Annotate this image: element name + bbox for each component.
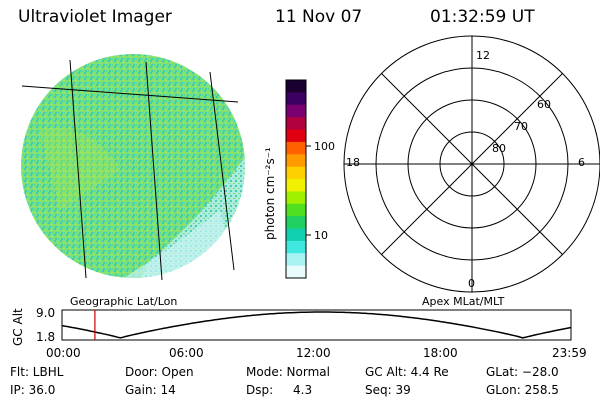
colorbar-tick-label-10: 10 <box>314 229 328 242</box>
geo-grid-lines <box>21 59 239 281</box>
colorbar-segment <box>286 129 306 143</box>
altitude-xtick-1800: 18:00 <box>423 346 458 360</box>
colorbar-segment <box>286 240 306 254</box>
colorbar-segment <box>286 117 306 131</box>
colorbar-segment <box>286 216 306 230</box>
colorbar-segment <box>286 154 306 168</box>
colorbar-segment <box>286 179 306 192</box>
altitude-xtick-2359: 23:59 <box>552 346 587 360</box>
altitude-ylabel: GC Alt <box>11 308 25 346</box>
mlt-label-12: 12 <box>476 49 490 62</box>
colorbar-frame <box>285 79 307 279</box>
colorbar-segment <box>286 253 306 267</box>
mlt-label-6: 6 <box>578 156 585 169</box>
altitude-xtick-0600: 06:00 <box>169 346 204 360</box>
colorbar-segment <box>286 203 306 217</box>
colorbar <box>286 80 306 279</box>
status-dsp-value: 4.3 <box>293 383 313 397</box>
colorbar-segment <box>286 141 306 155</box>
status-filter: Flt: LBHL <box>10 365 64 379</box>
altitude-xtick-1200: 12:00 <box>296 346 331 360</box>
mlat-label-60: 60 <box>537 98 551 111</box>
polar-grid <box>343 35 600 293</box>
altitude-xtick-0000: 00:00 <box>46 346 81 360</box>
status-mode: Mode: Normal <box>246 365 330 379</box>
status-door: Door: Open <box>125 365 194 379</box>
altitude-ytick-9: 9.0 <box>36 306 56 320</box>
colorbar-segment <box>286 265 306 279</box>
geo-image-disc <box>21 54 245 278</box>
date-label: 11 Nov 07 <box>275 7 363 27</box>
mlat-label-70: 70 <box>514 120 528 133</box>
colorbar-segment <box>286 166 306 180</box>
status-seq: Seq: 39 <box>365 383 411 397</box>
altitude-plot-frame <box>61 309 572 341</box>
status-glat: GLat: −28.0 <box>486 365 559 379</box>
time-label: 01:32:59 UT <box>430 7 535 27</box>
status-dsp-label: Dsp: <box>246 383 274 397</box>
colorbar-segment <box>286 80 306 93</box>
colorbar-tick-label-100: 100 <box>314 140 335 153</box>
instrument-title: Ultraviolet Imager <box>18 7 172 27</box>
altitude-ytick-1-8: 1.8 <box>36 330 56 344</box>
mlt-label-18: 18 <box>346 156 360 169</box>
colorbar-segment <box>286 191 306 205</box>
mlt-label-0: 0 <box>468 277 475 290</box>
colorbar-unit-label: photon cm⁻²s⁻¹ <box>263 147 277 240</box>
polar-plot-caption: Apex MLat/MLT <box>422 295 505 308</box>
mlat-label-80: 80 <box>492 142 506 155</box>
status-glon: GLon: 258.5 <box>486 383 559 397</box>
geo-map-caption: Geographic Lat/Lon <box>70 295 178 308</box>
status-ip: IP: 36.0 <box>10 383 56 397</box>
colorbar-segment <box>286 92 306 106</box>
status-gain: Gain: 14 <box>125 383 176 397</box>
altitude-curve <box>61 311 572 339</box>
status-gc-alt: GC Alt: 4.4 Re <box>365 365 449 379</box>
colorbar-segment <box>286 104 306 118</box>
colorbar-segment <box>286 228 306 242</box>
